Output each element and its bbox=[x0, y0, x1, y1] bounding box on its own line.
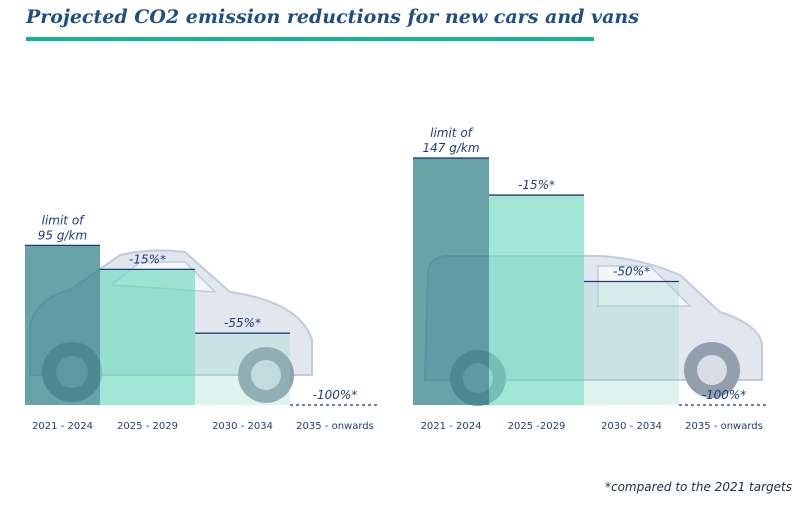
vans-category-label-3: 2030 - 2034 bbox=[601, 421, 662, 432]
vans-bar-label-4: -100%* bbox=[702, 388, 747, 402]
vans-bar-label-2: -15%* bbox=[518, 178, 555, 192]
chart-title: Projected CO2 emission reductions for ne… bbox=[26, 6, 639, 28]
cars-bar-1 bbox=[25, 245, 100, 405]
title-underline bbox=[26, 37, 594, 41]
vans-bar-1 bbox=[413, 158, 489, 405]
cars-bar-label-4: -100%* bbox=[313, 388, 358, 402]
vans-bar-label-3: -50%* bbox=[613, 265, 650, 279]
vans-bar-2 bbox=[489, 195, 584, 405]
cars-category-label-2: 2025 - 2029 bbox=[117, 421, 178, 432]
cars-bar-label-1: limit of 95 g/km bbox=[38, 213, 87, 242]
cars-bar-2 bbox=[100, 269, 195, 405]
footnote: *compared to the 2021 targets bbox=[604, 480, 792, 494]
vans-category-label-4: 2035 - onwards bbox=[685, 421, 763, 432]
cars-bar-3 bbox=[195, 333, 290, 405]
vans-category-label-1: 2021 - 2024 bbox=[421, 421, 482, 432]
cars-bar-label-2: -15%* bbox=[129, 252, 166, 266]
cars-bar-label-3: -55%* bbox=[224, 316, 261, 330]
cars-category-label-1: 2021 - 2024 bbox=[32, 421, 93, 432]
vans-category-label-2: 2025 -2029 bbox=[508, 421, 566, 432]
cars-category-label-4: 2035 - onwards bbox=[296, 421, 374, 432]
cars-category-label-3: 2030 - 2034 bbox=[212, 421, 273, 432]
vans-bar-label-1: limit of 147 g/km bbox=[422, 126, 479, 155]
vans-bar-3 bbox=[584, 281, 679, 405]
